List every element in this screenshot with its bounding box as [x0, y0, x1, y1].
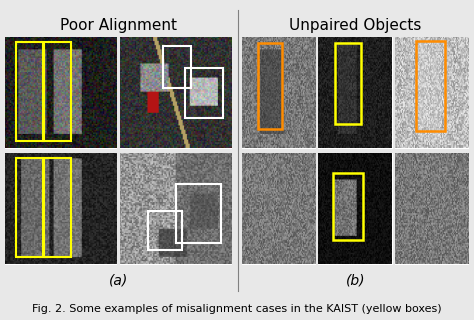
Bar — [416, 41, 446, 131]
Bar — [333, 173, 363, 240]
Bar — [16, 42, 44, 141]
Bar — [43, 42, 71, 141]
Text: Unpaired Objects: Unpaired Objects — [289, 18, 421, 33]
Bar — [176, 184, 221, 243]
Bar — [335, 43, 361, 124]
Bar — [185, 68, 223, 118]
Bar — [43, 158, 71, 257]
Bar — [258, 43, 282, 129]
Bar — [163, 45, 191, 88]
Bar — [16, 158, 44, 257]
Text: Fig. 2. Some examples of misalignment cases in the KAIST (yellow boxes): Fig. 2. Some examples of misalignment ca… — [32, 304, 442, 314]
Bar — [148, 211, 182, 251]
Text: Poor Alignment: Poor Alignment — [60, 18, 177, 33]
Text: (b): (b) — [346, 274, 365, 288]
Text: (a): (a) — [109, 274, 128, 288]
